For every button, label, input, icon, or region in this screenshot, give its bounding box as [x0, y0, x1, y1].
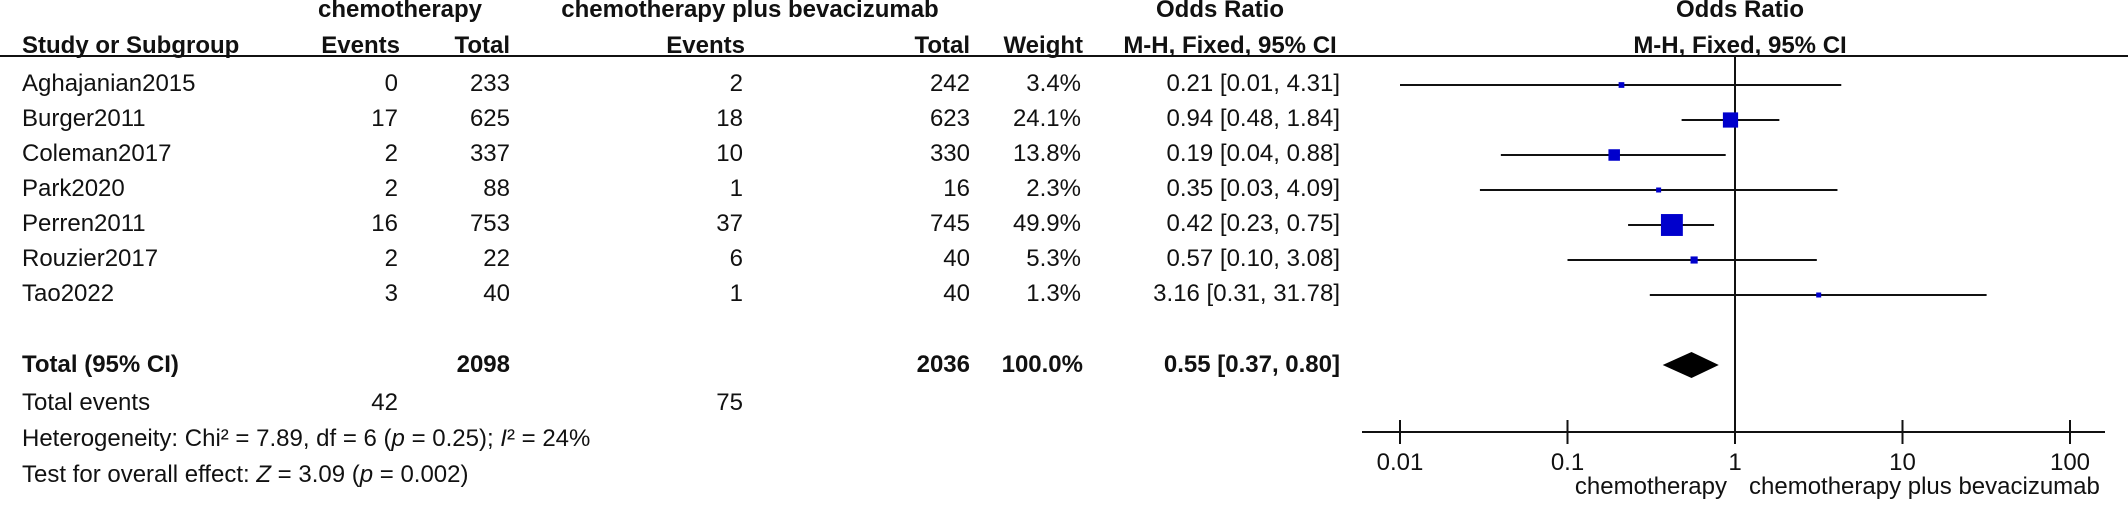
events1-cell: 0	[384, 70, 398, 97]
total1-cell: 753	[469, 210, 510, 237]
total-label: Total (95% CI)	[22, 351, 179, 378]
total-events1: 42	[371, 389, 398, 416]
events1-header: Events	[321, 32, 400, 59]
ci-cell: 0.42 [0.23, 0.75]	[1166, 210, 1340, 237]
total1-cell: 40	[483, 280, 510, 307]
or-header-top: Odds Ratio	[1155, 0, 1284, 23]
total2-cell: 242	[929, 70, 970, 97]
study-marker	[1618, 82, 1625, 88]
study-marker	[1816, 292, 1822, 298]
ci-cell: 0.21 [0.01, 4.31]	[1166, 70, 1340, 97]
header-rule	[0, 55, 2128, 57]
total1-cell: 337	[469, 140, 510, 167]
x-tick-label: 1	[1728, 449, 1741, 476]
total1-cell: 233	[469, 70, 510, 97]
study-header: Study or Subgroup	[22, 32, 240, 59]
total2-header: Total	[914, 32, 970, 59]
x-tick-label: 100	[2050, 449, 2090, 476]
events2-cell: 37	[716, 210, 743, 237]
heterogeneity-text: Heterogeneity: Chi² = 7.89, df = 6 (p = …	[22, 425, 591, 452]
ci-cell: 0.94 [0.48, 1.84]	[1166, 105, 1340, 132]
pooled-diamond	[1662, 352, 1719, 378]
study-marker	[1660, 214, 1683, 236]
total1-header: Total	[454, 32, 510, 59]
total-events-label: Total events	[22, 389, 151, 416]
weight-header: Weight	[1003, 32, 1083, 59]
events1-cell: 2	[384, 140, 398, 167]
events1-cell: 2	[384, 175, 398, 202]
plot-header-top: Odds Ratio	[1675, 0, 1804, 23]
study-name: Perren2011	[22, 210, 146, 237]
ci-cell: 0.35 [0.03, 4.09]	[1166, 175, 1340, 202]
x-tick-label: 0.1	[1551, 449, 1584, 476]
favours-right-label: chemotherapy plus bevacizumab	[1749, 473, 2100, 500]
study-name: Park2020	[22, 175, 125, 202]
total1-cell: 88	[483, 175, 510, 202]
ci-cell: 0.19 [0.04, 0.88]	[1166, 140, 1340, 167]
total2-cell: 40	[943, 280, 970, 307]
weight-cell: 2.3%	[1026, 175, 1081, 202]
events2-cell: 1	[729, 175, 743, 202]
weight-cell: 5.3%	[1026, 245, 1081, 272]
x-tick-label: 0.01	[1377, 449, 1424, 476]
total1-sum: 2098	[456, 351, 510, 378]
total2-cell: 745	[929, 210, 970, 237]
total2-cell: 16	[943, 175, 970, 202]
events2-header: Events	[666, 32, 745, 59]
study-marker	[1608, 149, 1620, 161]
events2-cell: 18	[716, 105, 743, 132]
study-name: Tao2022	[22, 280, 115, 307]
events2-cell: 6	[729, 245, 743, 272]
study-name: Aghajanian2015	[22, 70, 196, 97]
total2-cell: 330	[929, 140, 970, 167]
weight-cell: 13.8%	[1012, 140, 1081, 167]
group1-header: chemotherapy	[317, 0, 483, 23]
events1-cell: 16	[371, 210, 398, 237]
overall-effect-text: Test for overall effect: Z = 3.09 (p = 0…	[22, 461, 469, 488]
total2-cell: 623	[929, 105, 970, 132]
ci-cell: 0.57 [0.10, 3.08]	[1166, 245, 1340, 272]
total2-cell: 40	[943, 245, 970, 272]
total1-cell: 625	[469, 105, 510, 132]
weight-cell: 24.1%	[1012, 105, 1081, 132]
events2-cell: 2	[729, 70, 743, 97]
total1-cell: 22	[483, 245, 510, 272]
plot-method-header: M-H, Fixed, 95% CI	[1633, 32, 1847, 59]
study-name: Rouzier2017	[22, 245, 159, 272]
favours-left-label: chemotherapy	[1575, 473, 1727, 500]
study-name: Burger2011	[22, 105, 146, 132]
weight-cell: 1.3%	[1026, 280, 1081, 307]
total2-sum: 2036	[916, 351, 970, 378]
events1-cell: 2	[384, 245, 398, 272]
total-events2: 75	[716, 389, 743, 416]
total-weight: 100.0%	[1001, 351, 1083, 378]
study-marker	[1656, 187, 1662, 193]
method-header: M-H, Fixed, 95% CI	[1123, 32, 1337, 59]
x-tick-label: 10	[1889, 449, 1916, 476]
events2-cell: 1	[729, 280, 743, 307]
study-name: Coleman2017	[22, 140, 172, 167]
weight-cell: 49.9%	[1012, 210, 1081, 237]
group2-header: chemotherapy plus bevacizumab	[561, 0, 939, 23]
weight-cell: 3.4%	[1026, 70, 1081, 97]
ci-cell: 3.16 [0.31, 31.78]	[1153, 280, 1340, 307]
study-marker	[1722, 112, 1739, 128]
events1-cell: 17	[371, 105, 398, 132]
events2-cell: 10	[716, 140, 743, 167]
total-ci: 0.55 [0.37, 0.80]	[1163, 351, 1340, 378]
study-marker	[1690, 256, 1698, 264]
events1-cell: 3	[384, 280, 398, 307]
